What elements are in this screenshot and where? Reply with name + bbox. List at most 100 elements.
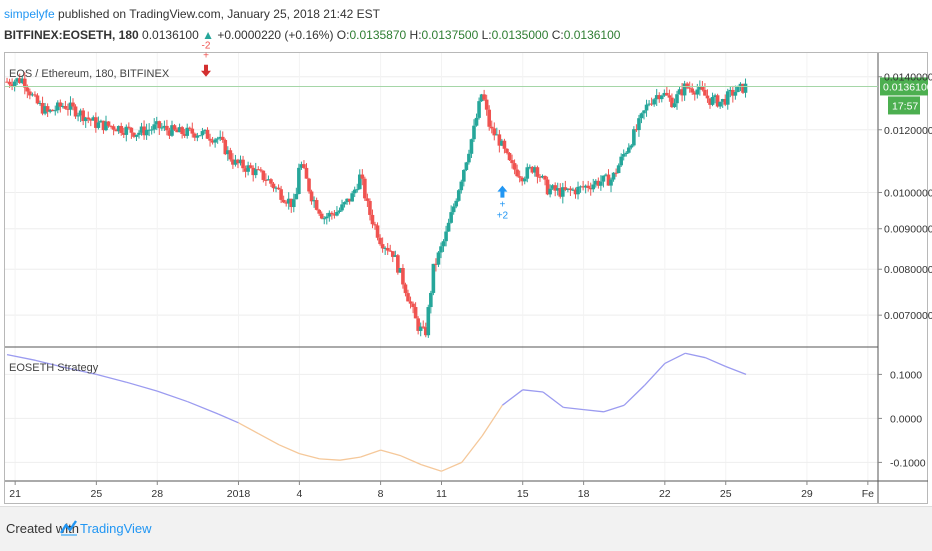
published-text: published on TradingView.com, January 25… [54, 7, 381, 21]
candle-body [185, 127, 190, 136]
candle-body [728, 89, 733, 92]
candle-body [738, 83, 743, 86]
candle-body [177, 127, 182, 133]
strategy-line-segment [623, 384, 645, 406]
strategy-line-segment [583, 408, 604, 413]
strategy-line-segment [319, 458, 341, 461]
candle-body [558, 188, 563, 197]
candle-body [172, 125, 177, 130]
candle-body [352, 189, 357, 194]
candle-body [510, 160, 514, 164]
candle-body [593, 180, 598, 185]
candle-body [248, 165, 253, 168]
candle-body [479, 94, 484, 102]
candle-body [73, 106, 78, 117]
candle-body [299, 164, 304, 168]
candle-body [385, 247, 390, 251]
candle-body [441, 241, 446, 247]
candle-body [162, 125, 167, 128]
candle-body [365, 198, 370, 201]
strategy-line-segment [65, 367, 97, 376]
candle-body [667, 95, 672, 98]
candle-body [63, 105, 68, 109]
candle-body [55, 102, 60, 111]
candle-body [639, 113, 644, 119]
candle-body [411, 303, 415, 308]
candle-body [390, 251, 395, 257]
candle-body [175, 129, 179, 133]
candle-body [388, 250, 393, 252]
candle-body [576, 186, 580, 195]
candle-body [132, 132, 136, 137]
candle-body [634, 129, 639, 131]
candle-body [495, 134, 499, 136]
candle-body [68, 102, 73, 110]
candle-body [472, 125, 476, 140]
strategy-line-segment [461, 435, 483, 463]
candle-body [17, 78, 22, 83]
candle-body [522, 178, 527, 182]
candle-body [520, 177, 525, 182]
candle-body [713, 95, 717, 98]
sell-signal-label: -2 [202, 41, 211, 52]
candle-body [228, 150, 233, 160]
candle-body [327, 212, 332, 217]
candle-body [601, 175, 606, 182]
candle-body [215, 138, 220, 140]
candle-body [22, 78, 27, 88]
strategy-line-segment [339, 456, 361, 461]
author-link[interactable]: simpelyfe [4, 7, 55, 21]
candle-body [708, 98, 712, 105]
candle-body [279, 189, 283, 200]
candle-body [167, 130, 172, 136]
tradingview-brand-link[interactable]: TradingView [80, 521, 152, 536]
candle-body [342, 202, 347, 205]
time-axis-label: 22 [659, 488, 671, 500]
candle-body [119, 125, 124, 133]
candle-body [360, 174, 365, 179]
candle-body [550, 185, 555, 189]
published-line: simpelyfe published on TradingView.com, … [4, 7, 380, 21]
time-axis-label: 15 [517, 488, 529, 500]
candle-body [626, 147, 631, 153]
oscillator-pane-title: EOSETH Strategy [9, 362, 99, 374]
strategy-line-segment [360, 449, 381, 458]
candle-body [416, 318, 420, 331]
candle-body [682, 83, 687, 96]
buy-signal-label: +2 [497, 211, 509, 222]
candle-body [652, 99, 656, 105]
candle-body [203, 129, 207, 132]
candle-body [81, 110, 85, 122]
candle-body [20, 78, 25, 83]
candle-body [657, 95, 662, 100]
candle-body [276, 187, 281, 190]
candle-body [418, 326, 423, 331]
candle-body [588, 187, 593, 190]
candle-body [210, 140, 215, 143]
candle-body [469, 139, 474, 154]
candle-body [583, 185, 588, 188]
candle-body [675, 94, 679, 104]
candle-body [380, 244, 385, 249]
candle-body [324, 216, 329, 219]
strategy-line-segment [664, 352, 686, 364]
candle-body [152, 124, 157, 130]
candle-body [736, 85, 740, 93]
candle-body [357, 174, 362, 190]
candle-body [347, 198, 352, 202]
candle-body [553, 185, 557, 191]
candle-body [187, 127, 192, 129]
candle-body [114, 129, 118, 132]
oscillator-axis-label: -0.1000 [890, 457, 926, 469]
candle-body [314, 200, 319, 210]
candle-body [271, 183, 276, 189]
tradingview-logo-icon[interactable] [60, 517, 78, 537]
candle-body [540, 175, 545, 178]
candle-body [571, 189, 575, 191]
candle-body [482, 94, 486, 100]
time-axis-label: 4 [296, 488, 302, 500]
candle-body [363, 178, 367, 199]
strategy-line-segment [157, 390, 188, 403]
strategy-line-segment [217, 413, 239, 424]
